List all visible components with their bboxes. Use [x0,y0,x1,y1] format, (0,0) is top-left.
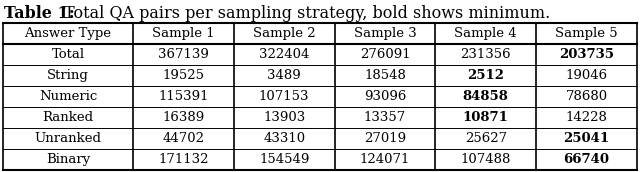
Text: 171132: 171132 [158,153,209,166]
Text: 13903: 13903 [263,111,305,124]
Text: 14228: 14228 [566,111,607,124]
Text: 16389: 16389 [163,111,205,124]
Text: 19525: 19525 [163,69,204,82]
Text: Unranked: Unranked [35,132,102,145]
Text: 25627: 25627 [465,132,507,145]
Text: 25041: 25041 [564,132,610,145]
Text: Sample 4: Sample 4 [454,27,517,40]
Text: 10871: 10871 [463,111,509,124]
Text: 3489: 3489 [268,69,301,82]
Text: 84858: 84858 [463,90,509,103]
Text: Binary: Binary [46,153,90,166]
Text: 115391: 115391 [158,90,209,103]
Text: 13357: 13357 [364,111,406,124]
Text: 27019: 27019 [364,132,406,145]
Text: Table 1:: Table 1: [4,4,75,22]
Text: 18548: 18548 [364,69,406,82]
Text: 276091: 276091 [360,48,410,61]
Text: 124071: 124071 [360,153,410,166]
Text: 107153: 107153 [259,90,309,103]
Text: Sample 5: Sample 5 [556,27,618,40]
Text: Total: Total [51,48,84,61]
Text: Total QA pairs per sampling strategy, bold shows minimum.: Total QA pairs per sampling strategy, bo… [59,4,550,22]
Text: 322404: 322404 [259,48,309,61]
Text: Sample 2: Sample 2 [253,27,316,40]
Text: 367139: 367139 [158,48,209,61]
Text: 93096: 93096 [364,90,406,103]
Text: String: String [47,69,89,82]
Text: Numeric: Numeric [39,90,97,103]
Text: 231356: 231356 [460,48,511,61]
Text: 107488: 107488 [461,153,511,166]
Text: 43310: 43310 [263,132,305,145]
Text: 154549: 154549 [259,153,309,166]
Text: Answer Type: Answer Type [24,27,111,40]
Text: 44702: 44702 [163,132,204,145]
Text: 78680: 78680 [566,90,607,103]
Text: Ranked: Ranked [42,111,93,124]
Text: 19046: 19046 [566,69,607,82]
Text: Sample 1: Sample 1 [152,27,214,40]
Text: Sample 3: Sample 3 [354,27,417,40]
Text: 203735: 203735 [559,48,614,61]
Text: 66740: 66740 [564,153,609,166]
Text: 2512: 2512 [467,69,504,82]
